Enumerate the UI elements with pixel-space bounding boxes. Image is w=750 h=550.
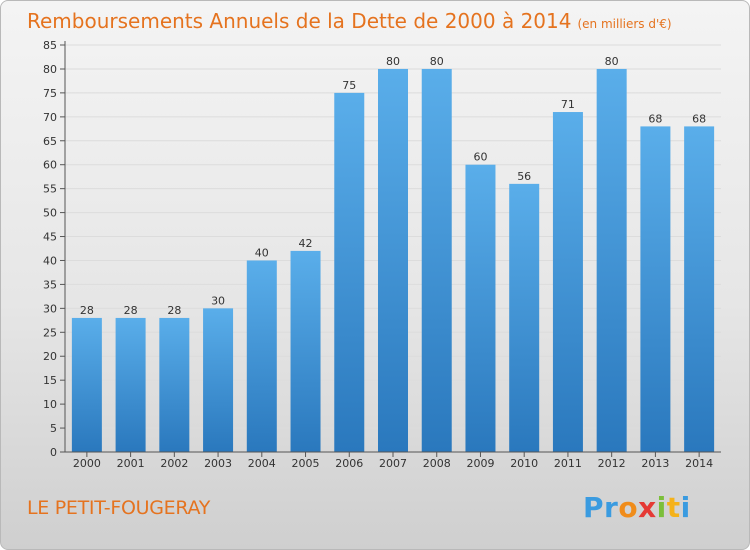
x-tick-label: 2011 bbox=[554, 457, 582, 470]
x-tick-label: 2007 bbox=[379, 457, 407, 470]
bar bbox=[159, 317, 190, 452]
bar bbox=[552, 112, 583, 453]
bar bbox=[115, 317, 146, 452]
bar bbox=[378, 68, 408, 453]
y-tick-label: 10 bbox=[43, 398, 57, 411]
bar bbox=[71, 317, 102, 452]
chart-title-text: Remboursements Annuels de la Dette de 20… bbox=[27, 9, 572, 33]
logo-letter: P bbox=[583, 491, 605, 524]
y-tick-label: 80 bbox=[43, 63, 57, 76]
bar-value-label: 75 bbox=[342, 79, 356, 92]
y-tick-label: 75 bbox=[43, 87, 57, 100]
x-tick-label: 2004 bbox=[248, 457, 276, 470]
logo-letter: i bbox=[656, 491, 667, 524]
x-tick-label: 2012 bbox=[598, 457, 626, 470]
y-tick-label: 20 bbox=[43, 350, 57, 363]
bar bbox=[640, 126, 671, 453]
x-tick-label: 2014 bbox=[685, 457, 713, 470]
bar-value-label: 80 bbox=[430, 55, 444, 68]
x-tick-label: 2008 bbox=[423, 457, 451, 470]
logo-letter: x bbox=[638, 491, 657, 524]
y-tick-label: 60 bbox=[43, 159, 57, 172]
town-name: LE PETIT-FOUGERAY bbox=[27, 497, 210, 519]
x-tick-label: 2010 bbox=[510, 457, 538, 470]
x-tick-label: 2002 bbox=[160, 457, 188, 470]
y-tick-label: 45 bbox=[43, 231, 57, 244]
x-tick-label: 2009 bbox=[466, 457, 494, 470]
bar-value-label: 68 bbox=[692, 112, 706, 125]
y-tick-label: 25 bbox=[43, 326, 57, 339]
y-tick-label: 0 bbox=[50, 446, 57, 459]
bar bbox=[203, 308, 234, 452]
value-labels: 28 28 28 30 40 42 75 80 80 60 56 71 80 68 68 bbox=[80, 55, 706, 317]
proxiti-logo: Proxiti bbox=[583, 491, 691, 524]
chart-unit: (en milliers d'€) bbox=[577, 17, 672, 31]
y-tick-label: 85 bbox=[43, 39, 57, 52]
y-tick-label: 70 bbox=[43, 111, 57, 124]
bar-value-label: 40 bbox=[255, 246, 269, 259]
bar-value-label: 71 bbox=[561, 98, 575, 111]
bar bbox=[465, 164, 496, 453]
y-tick-label: 30 bbox=[43, 302, 57, 315]
x-tick-label: 2005 bbox=[292, 457, 320, 470]
bar-value-label: 28 bbox=[167, 304, 181, 317]
y-tick-label: 55 bbox=[43, 183, 57, 196]
bar-value-label: 56 bbox=[517, 170, 531, 183]
x-tick-label: 2003 bbox=[204, 457, 232, 470]
bar bbox=[596, 68, 627, 453]
bars bbox=[71, 68, 715, 453]
bar bbox=[246, 260, 277, 452]
bar-value-label: 42 bbox=[299, 237, 313, 250]
chart-title: Remboursements Annuels de la Dette de 20… bbox=[27, 9, 672, 33]
y-tick-label: 5 bbox=[50, 422, 57, 435]
y-tick-label: 35 bbox=[43, 278, 57, 291]
x-tick-label: 2000 bbox=[73, 457, 101, 470]
bar-value-label: 68 bbox=[648, 112, 662, 125]
x-tick-label: 2001 bbox=[117, 457, 145, 470]
bar-value-label: 80 bbox=[605, 55, 619, 68]
bar bbox=[290, 250, 321, 452]
bar bbox=[421, 68, 452, 453]
bar-value-label: 60 bbox=[473, 151, 487, 164]
y-tick-label: 65 bbox=[43, 135, 57, 148]
x-tick-label: 2006 bbox=[335, 457, 363, 470]
bar-value-label: 28 bbox=[80, 304, 94, 317]
logo-letter: o bbox=[618, 491, 639, 524]
bar bbox=[684, 126, 715, 453]
bar-value-label: 30 bbox=[211, 294, 225, 307]
y-tick-label: 15 bbox=[43, 374, 57, 387]
logo-letter: r bbox=[604, 491, 619, 524]
y-tick-label: 50 bbox=[43, 207, 57, 220]
bar-value-label: 28 bbox=[124, 304, 138, 317]
logo-letter: i bbox=[680, 491, 691, 524]
bar bbox=[334, 92, 365, 452]
bar bbox=[509, 183, 540, 452]
bar-value-label: 80 bbox=[386, 55, 400, 68]
axes: 0 5 10 15 20 25 30 35 40 45 50 55 60 65 70 75 80 85 2000 20… bbox=[43, 39, 721, 470]
logo-letter: t bbox=[666, 491, 681, 524]
x-tick-label: 2013 bbox=[641, 457, 669, 470]
y-tick-label: 40 bbox=[43, 254, 57, 267]
